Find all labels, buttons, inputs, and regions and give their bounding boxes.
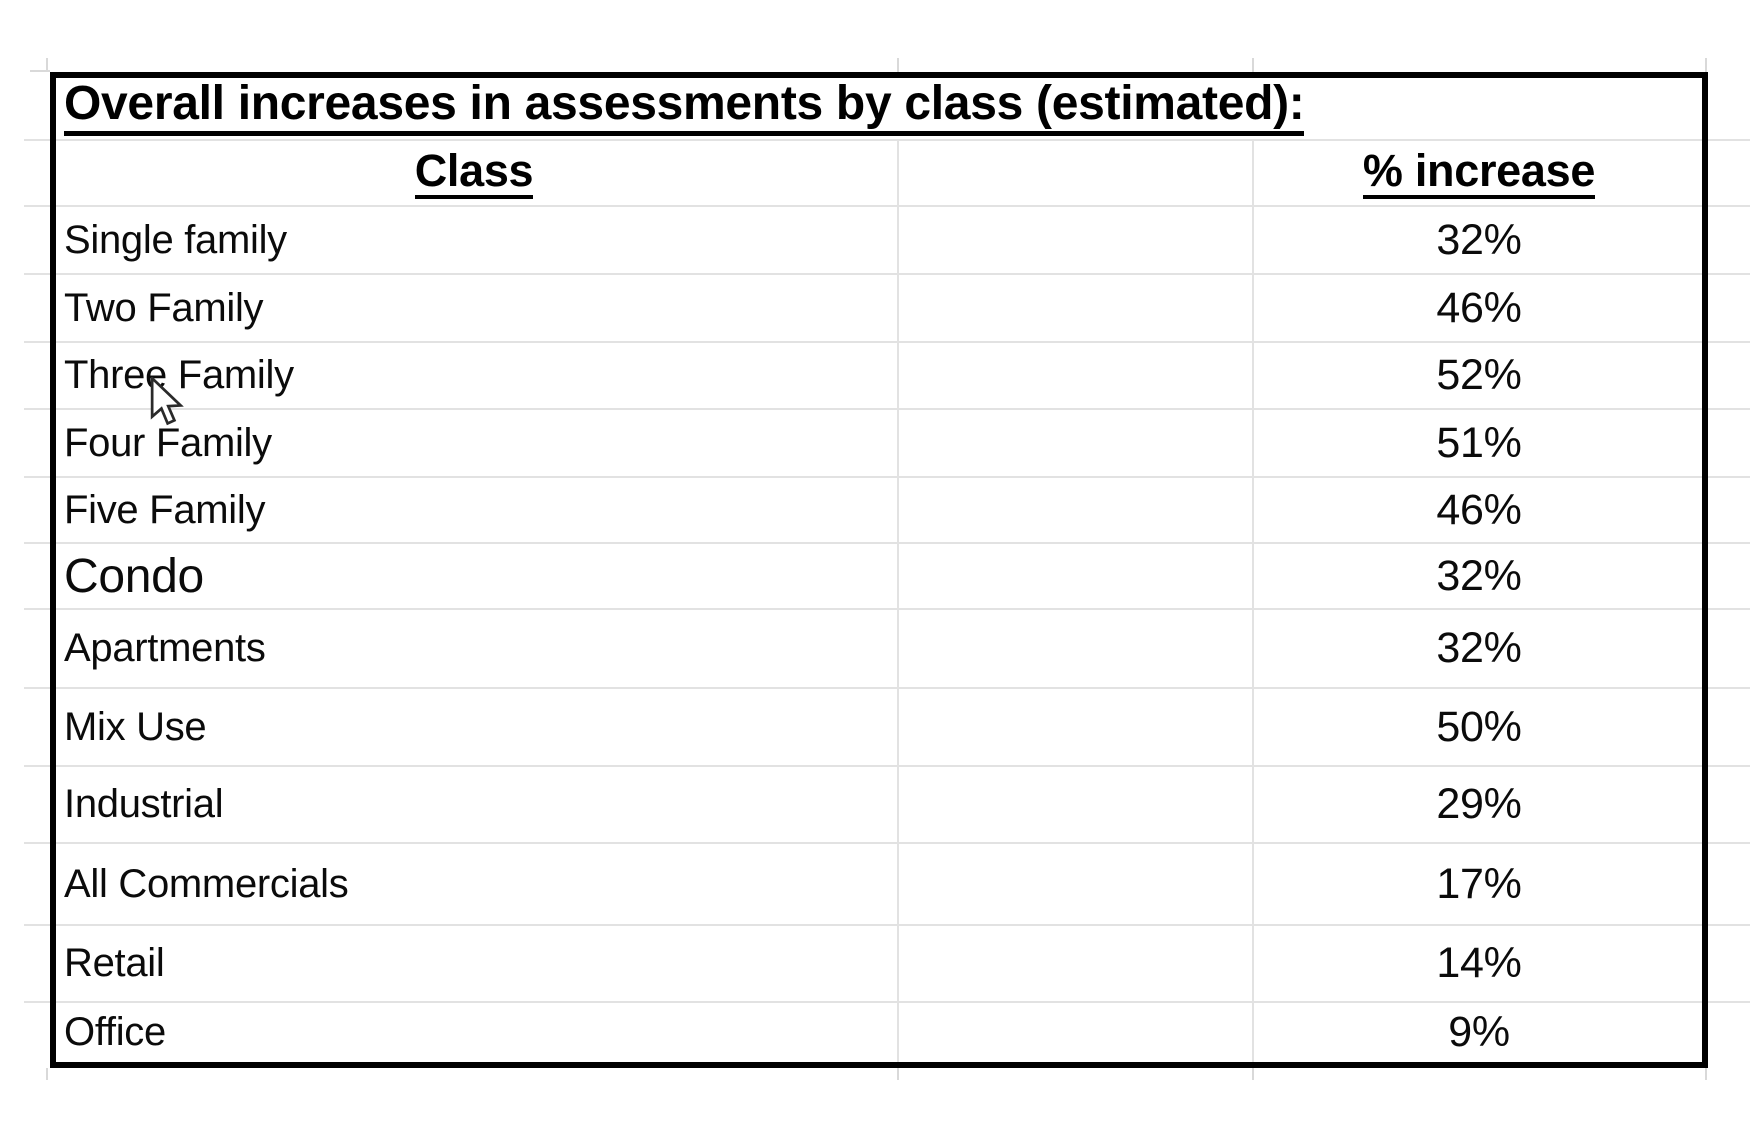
increase-cell[interactable]: 9%: [1448, 1007, 1510, 1056]
increase-cell[interactable]: 46%: [1436, 283, 1522, 332]
class-cell[interactable]: Industrial: [64, 782, 224, 826]
gridline-row: [24, 608, 1750, 610]
gridline-row: [24, 476, 1750, 478]
increase-cell[interactable]: 32%: [1436, 551, 1522, 600]
gridline-column: [897, 140, 899, 1063]
increase-cell[interactable]: 32%: [1436, 624, 1522, 672]
class-cell[interactable]: Condo: [64, 549, 204, 603]
increase-cell[interactable]: 46%: [1436, 485, 1522, 534]
gridline-row: [24, 341, 1750, 343]
class-cell[interactable]: Apartments: [64, 626, 266, 670]
gridline-tick: [897, 1068, 899, 1080]
gridline-tick: [1705, 58, 1707, 72]
table-border: [50, 72, 1708, 1068]
gridline-row: [24, 205, 1750, 207]
class-cell[interactable]: Retail: [64, 941, 165, 985]
class-cell[interactable]: Single family: [64, 217, 287, 262]
gridline-row: [24, 542, 1750, 544]
header-cell-increase[interactable]: % increase: [1252, 140, 1706, 206]
increase-cell[interactable]: 14%: [1436, 939, 1522, 987]
gridline-row: [24, 765, 1750, 767]
gridline-tick: [30, 70, 50, 72]
class-cell[interactable]: All Commercials: [64, 861, 349, 906]
class-cell[interactable]: Two Family: [64, 285, 264, 330]
gridline-row: [24, 273, 1750, 275]
gridline-column: [1252, 140, 1254, 1063]
mouse-arrow-cursor-icon: [148, 375, 186, 434]
gridline-row: [24, 139, 1750, 141]
column-header-increase: % increase: [1362, 148, 1595, 199]
class-cell[interactable]: Five Family: [64, 487, 266, 532]
class-cell[interactable]: Three Family: [64, 353, 294, 397]
increase-cell[interactable]: 50%: [1436, 702, 1522, 751]
gridline-tick: [46, 1068, 48, 1080]
gridline-tick: [46, 58, 48, 72]
increase-cell[interactable]: 17%: [1436, 859, 1522, 908]
class-cell[interactable]: Four Family: [64, 420, 272, 465]
increase-cell[interactable]: 29%: [1436, 780, 1522, 828]
gridline-row: [24, 687, 1750, 689]
gridline-tick: [1252, 58, 1254, 72]
table-title: Overall increases in assessments by clas…: [64, 80, 1305, 136]
gridline-tick: [897, 58, 899, 72]
header-cell-class[interactable]: Class: [50, 140, 898, 206]
increase-cell[interactable]: 51%: [1436, 418, 1522, 467]
gridline-row: [24, 842, 1750, 844]
column-header-class: Class: [414, 148, 534, 199]
increase-cell[interactable]: 32%: [1436, 215, 1522, 264]
gridline-row: [24, 924, 1750, 926]
class-cell[interactable]: Mix Use: [64, 704, 207, 749]
gridline-tick: [1252, 1068, 1254, 1080]
class-cell[interactable]: Office: [64, 1009, 166, 1054]
table-title-cell[interactable]: Overall increases in assessments by clas…: [56, 78, 1710, 138]
gridline-row: [24, 408, 1750, 410]
gridline-row: [24, 1001, 1750, 1003]
increase-cell[interactable]: 52%: [1436, 351, 1522, 399]
gridline-tick: [1705, 1068, 1707, 1080]
